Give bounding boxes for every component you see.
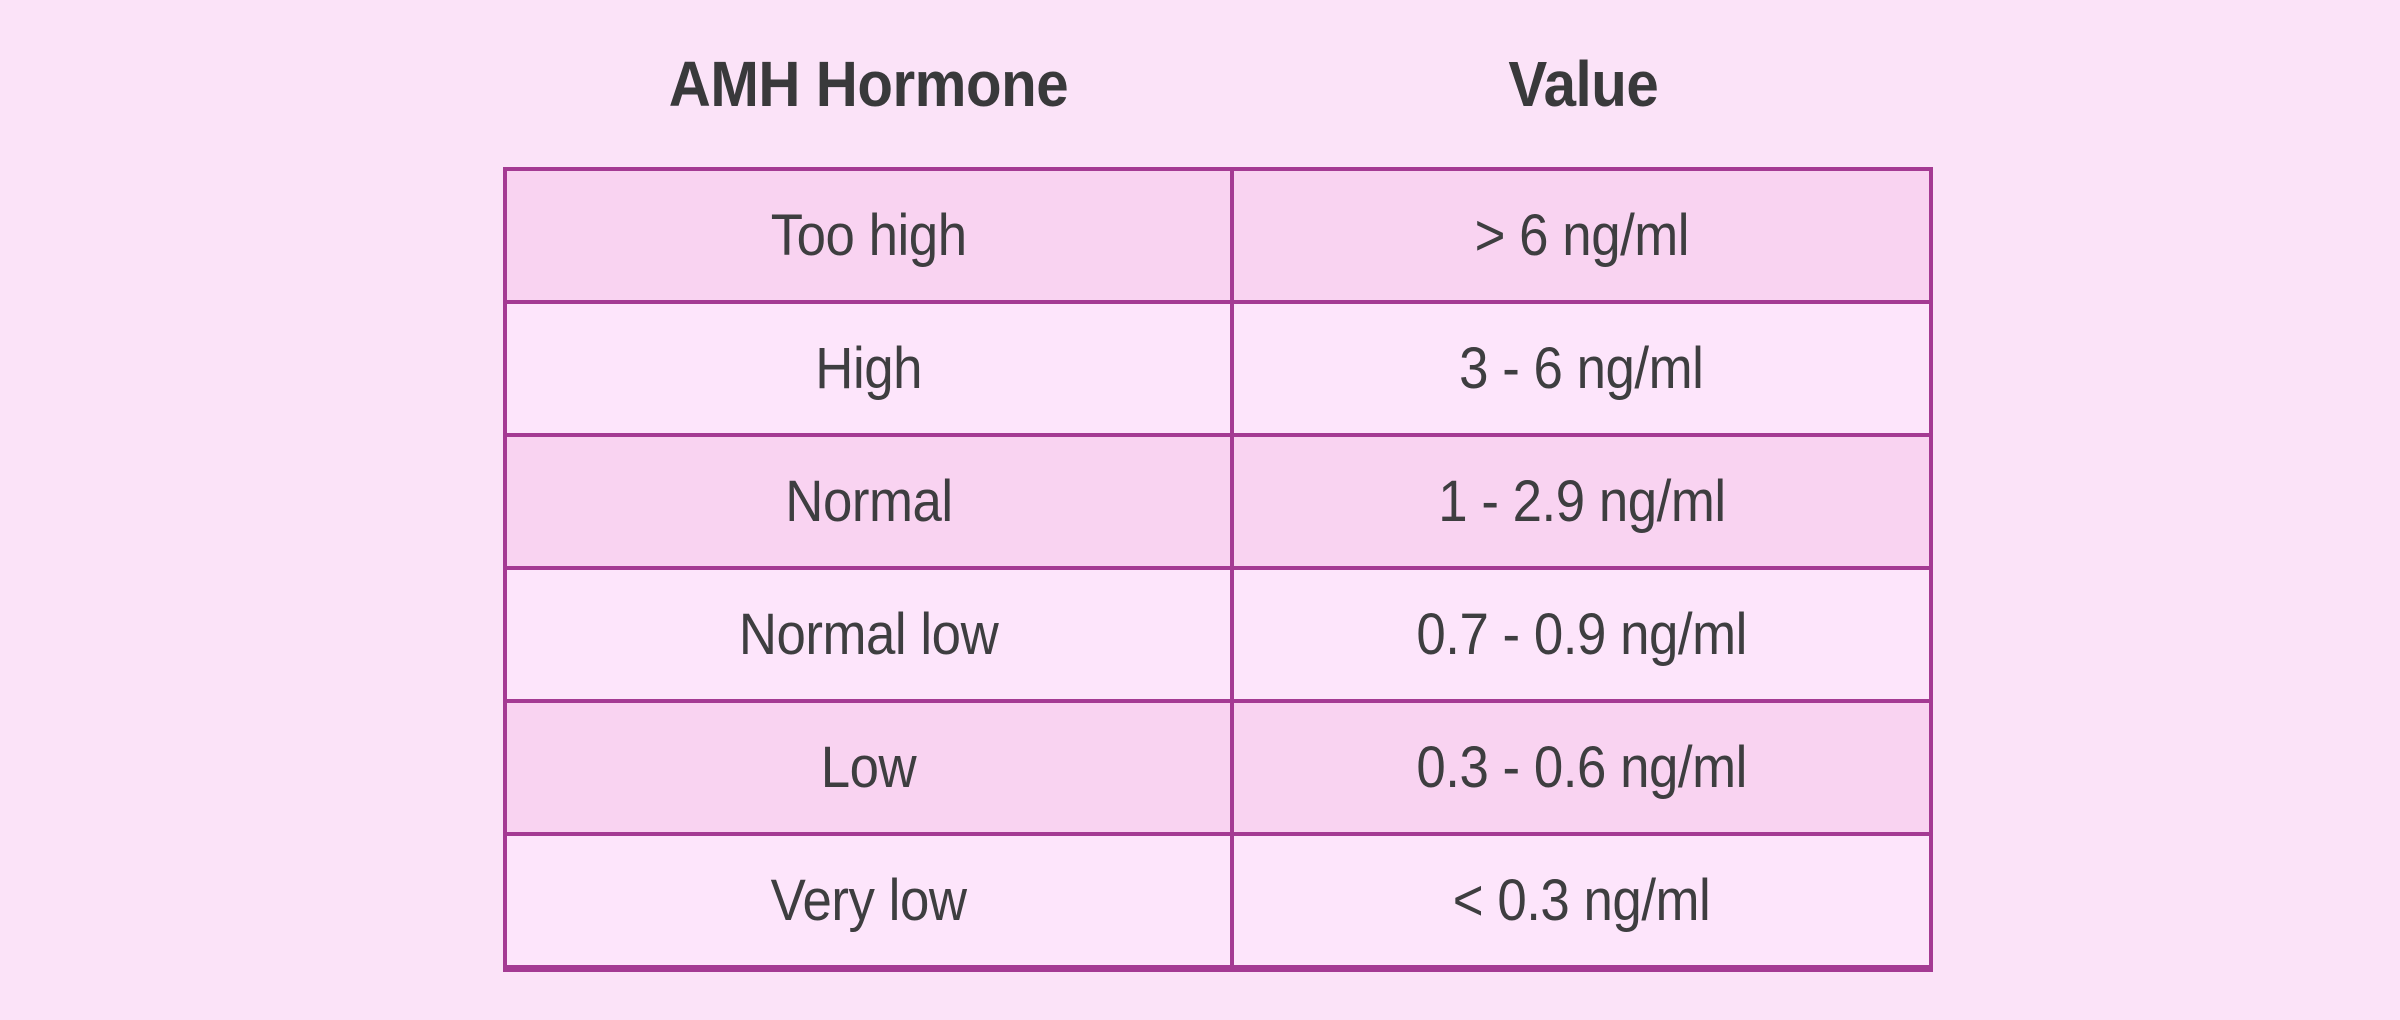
value-text: 3 - 6 ng/ml: [1459, 336, 1704, 401]
level-text: Normal low: [738, 602, 999, 667]
level-text: Normal: [784, 469, 953, 534]
level-cell: Very low: [507, 836, 1234, 965]
value-text: 1 - 2.9 ng/ml: [1437, 469, 1726, 534]
level-text: High: [815, 336, 922, 401]
value-text: > 6 ng/ml: [1474, 203, 1689, 268]
amh-table-figure: AMH Hormone Value Too high > 6 ng/ml Hig…: [503, 0, 1933, 972]
value-cell: 0.7 - 0.9 ng/ml: [1234, 570, 1929, 699]
level-cell: Too high: [507, 171, 1234, 300]
column-header-amh-hormone: AMH Hormone: [503, 47, 1234, 121]
table-row-high: High 3 - 6 ng/ml: [507, 300, 1929, 433]
level-text: Low: [820, 735, 917, 800]
level-cell: Normal: [507, 437, 1234, 566]
value-cell: 1 - 2.9 ng/ml: [1234, 437, 1929, 566]
level-text: Very low: [770, 868, 967, 933]
value-cell: < 0.3 ng/ml: [1234, 836, 1929, 965]
value-cell: > 6 ng/ml: [1234, 171, 1929, 300]
amh-table: Too high > 6 ng/ml High 3 - 6 ng/ml Norm…: [503, 167, 1933, 972]
table-row-too-high: Too high > 6 ng/ml: [507, 171, 1929, 300]
column-header-value-label: Value: [1508, 47, 1659, 120]
column-header-value: Value: [1234, 47, 1933, 121]
table-row-normal-low: Normal low 0.7 - 0.9 ng/ml: [507, 566, 1929, 699]
value-cell: 3 - 6 ng/ml: [1234, 304, 1929, 433]
level-cell: High: [507, 304, 1234, 433]
table-row-low: Low 0.3 - 0.6 ng/ml: [507, 699, 1929, 832]
column-header-amh-hormone-label: AMH Hormone: [668, 47, 1069, 120]
level-cell: Normal low: [507, 570, 1234, 699]
level-text: Too high: [770, 203, 967, 268]
table-row-very-low: Very low < 0.3 ng/ml: [507, 832, 1929, 965]
value-text: 0.7 - 0.9 ng/ml: [1416, 602, 1747, 667]
value-text: < 0.3 ng/ml: [1452, 868, 1711, 933]
column-headers: AMH Hormone Value: [503, 0, 1933, 167]
value-cell: 0.3 - 0.6 ng/ml: [1234, 703, 1929, 832]
level-cell: Low: [507, 703, 1234, 832]
table-row-normal: Normal 1 - 2.9 ng/ml: [507, 433, 1929, 566]
value-text: 0.3 - 0.6 ng/ml: [1416, 735, 1747, 800]
